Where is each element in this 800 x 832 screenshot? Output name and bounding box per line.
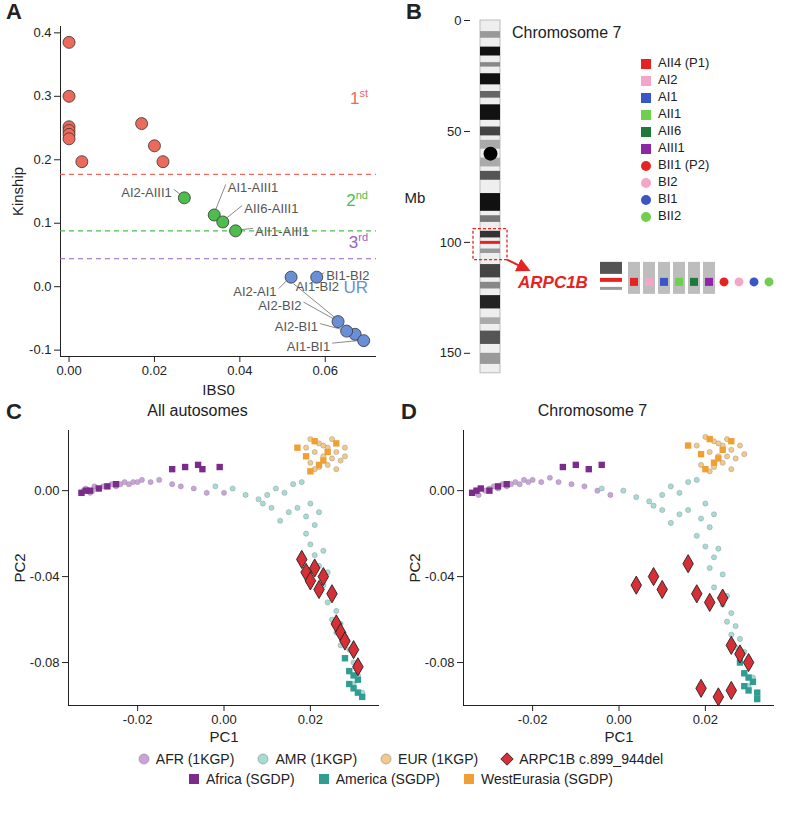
svg-text:AII1: AII1: [658, 106, 681, 121]
svg-text:0.3: 0.3: [33, 88, 51, 103]
svg-text:50: 50: [447, 124, 461, 139]
svg-text:0.00: 0.00: [34, 483, 59, 498]
svg-text:AII4 (P1): AII4 (P1): [658, 55, 709, 70]
svg-text:PC1: PC1: [604, 728, 633, 745]
svg-text:Kinship: Kinship: [9, 167, 26, 216]
svg-text:AII6: AII6: [658, 123, 681, 138]
svg-text:150: 150: [440, 345, 462, 360]
svg-text:0.00: 0.00: [606, 712, 631, 727]
html-text:AMR (1KGP): AMR (1KGP): [275, 751, 358, 767]
html-text:ARPC1B c.899_944del: ARPC1B c.899_944del: [519, 751, 664, 767]
svg-text:0.0: 0.0: [33, 279, 51, 294]
svg-text:0.00: 0.00: [429, 483, 454, 498]
html-text:D: D: [401, 399, 417, 424]
html-text:America (SGDP): America (SGDP): [335, 771, 440, 787]
html-text:All autosomes: All autosomes: [147, 402, 248, 419]
svg-text:0.00: 0.00: [56, 363, 81, 378]
svg-text:AI2-BI1: AI2-BI1: [275, 319, 318, 334]
svg-text:IBS0: IBS0: [202, 381, 235, 398]
svg-text:Chromosome 7: Chromosome 7: [512, 24, 621, 41]
svg-text:UR: UR: [343, 278, 368, 297]
svg-text:AIII1: AIII1: [658, 140, 685, 155]
svg-text:BII1 (P2): BII1 (P2): [658, 157, 709, 172]
svg-text:AI1: AI1: [658, 89, 678, 104]
svg-text:100: 100: [440, 235, 462, 250]
html-text:EUR (1KGP): EUR (1KGP): [398, 751, 479, 767]
svg-text:BI2: BI2: [658, 174, 678, 189]
svg-text:AII1-AIII1: AII1-AIII1: [255, 224, 309, 239]
html-text:AFR (1KGP): AFR (1KGP): [155, 751, 235, 767]
svg-text:-0.08: -0.08: [30, 655, 60, 670]
svg-text:PC2: PC2: [11, 553, 28, 582]
svg-text:-0.1: -0.1: [29, 342, 51, 357]
svg-text:0.1: 0.1: [33, 215, 51, 230]
html-text:Chromosome 7: Chromosome 7: [537, 402, 648, 419]
svg-text:AI2: AI2: [658, 72, 678, 87]
svg-text:0.4: 0.4: [33, 25, 51, 40]
svg-text:BII2: BII2: [658, 208, 681, 223]
html-text:Africa (SGDP): Africa (SGDP): [206, 771, 295, 787]
svg-text:BI1-BI2: BI1-BI2: [326, 268, 370, 284]
svg-text:AI2-BI2: AI2-BI2: [258, 298, 301, 313]
svg-text:BI1: BI1: [658, 191, 678, 206]
svg-text:PC1: PC1: [209, 728, 238, 745]
svg-text:AI1-BI1: AI1-BI1: [287, 339, 330, 354]
svg-text:1st: 1st: [350, 87, 368, 109]
svg-text:0.00: 0.00: [211, 712, 236, 727]
svg-text:AI1-AIII1: AI1-AIII1: [228, 180, 279, 195]
svg-text:0: 0: [454, 13, 461, 28]
svg-text:PC2: PC2: [406, 553, 423, 582]
svg-text:0.02: 0.02: [693, 712, 718, 727]
svg-text:0.02: 0.02: [142, 363, 167, 378]
svg-text:-0.02: -0.02: [123, 712, 153, 727]
svg-text:2nd: 2nd: [346, 189, 368, 211]
html-text:B: B: [406, 0, 422, 24]
svg-text:0.04: 0.04: [227, 363, 252, 378]
svg-text:0.2: 0.2: [33, 152, 51, 167]
svg-text:Mb: Mb: [405, 189, 426, 206]
svg-text:3rd: 3rd: [349, 231, 368, 253]
svg-text:-0.04: -0.04: [30, 569, 60, 584]
html-text:A: A: [6, 0, 22, 24]
svg-text:AI1-BI2: AI1-BI2: [296, 279, 339, 294]
svg-text:-0.08: -0.08: [425, 655, 455, 670]
svg-text:AI2-AIII1: AI2-AIII1: [121, 185, 172, 200]
html-text:WestEurasia (SGDP): WestEurasia (SGDP): [481, 771, 613, 787]
html-text:C: C: [6, 399, 22, 424]
svg-text:-0.04: -0.04: [425, 569, 455, 584]
svg-text:0.02: 0.02: [298, 712, 323, 727]
svg-text:-0.02: -0.02: [518, 712, 548, 727]
svg-text:0.06: 0.06: [313, 363, 338, 378]
svg-text:AI2-AI1: AI2-AI1: [233, 284, 277, 300]
svg-text:AII6-AIII1: AII6-AIII1: [244, 201, 298, 216]
svg-text:ARPC1B: ARPC1B: [517, 273, 588, 292]
